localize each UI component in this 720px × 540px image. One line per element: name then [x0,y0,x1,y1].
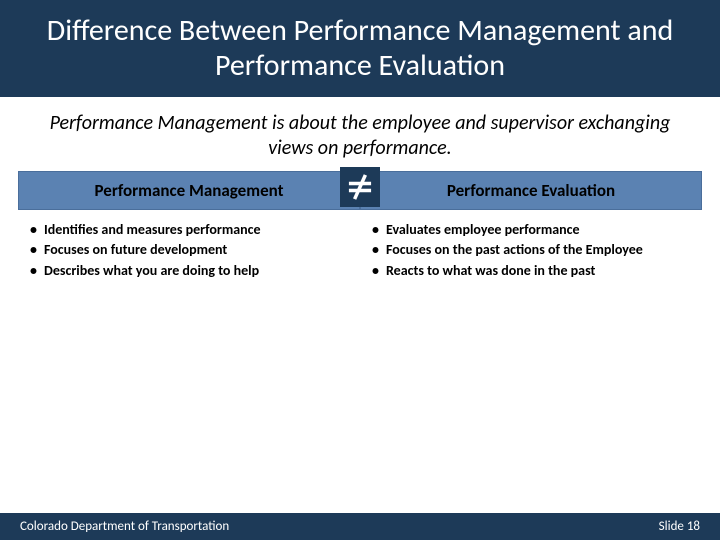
center-symbol-wrap [340,167,380,207]
comparison-region: Performance Management Identifies and me… [0,171,720,291]
right-column-body: Evaluates employee performance Focuses o… [360,210,702,291]
list-item: Reacts to what was done in the past [366,261,696,281]
list-item: Identifies and measures performance [24,220,354,240]
title-bar: Difference Between Performance Managemen… [0,0,720,97]
left-bullet-list: Identifies and measures performance Focu… [24,220,354,281]
list-item: Focuses on the past actions of the Emplo… [366,240,696,260]
not-equal-icon [340,167,380,207]
footer-org: Colorado Department of Transportation [20,519,229,534]
list-item: Describes what you are doing to help [24,261,354,281]
intro-text: Performance Management is about the empl… [0,97,720,171]
left-column-header: Performance Management [18,171,360,210]
list-item: Focuses on future development [24,240,354,260]
left-column-body: Identifies and measures performance Focu… [18,210,360,291]
page-title: Difference Between Performance Managemen… [30,14,690,83]
footer-bar: Colorado Department of Transportation Sl… [0,513,720,540]
right-column: Performance Evaluation Evaluates employe… [360,171,702,291]
right-bullet-list: Evaluates employee performance Focuses o… [366,220,696,281]
right-column-header: Performance Evaluation [360,171,702,210]
left-column: Performance Management Identifies and me… [18,171,360,291]
slide: Difference Between Performance Managemen… [0,0,720,540]
list-item: Evaluates employee performance [366,220,696,240]
footer-slide-number: Slide 18 [659,519,700,534]
